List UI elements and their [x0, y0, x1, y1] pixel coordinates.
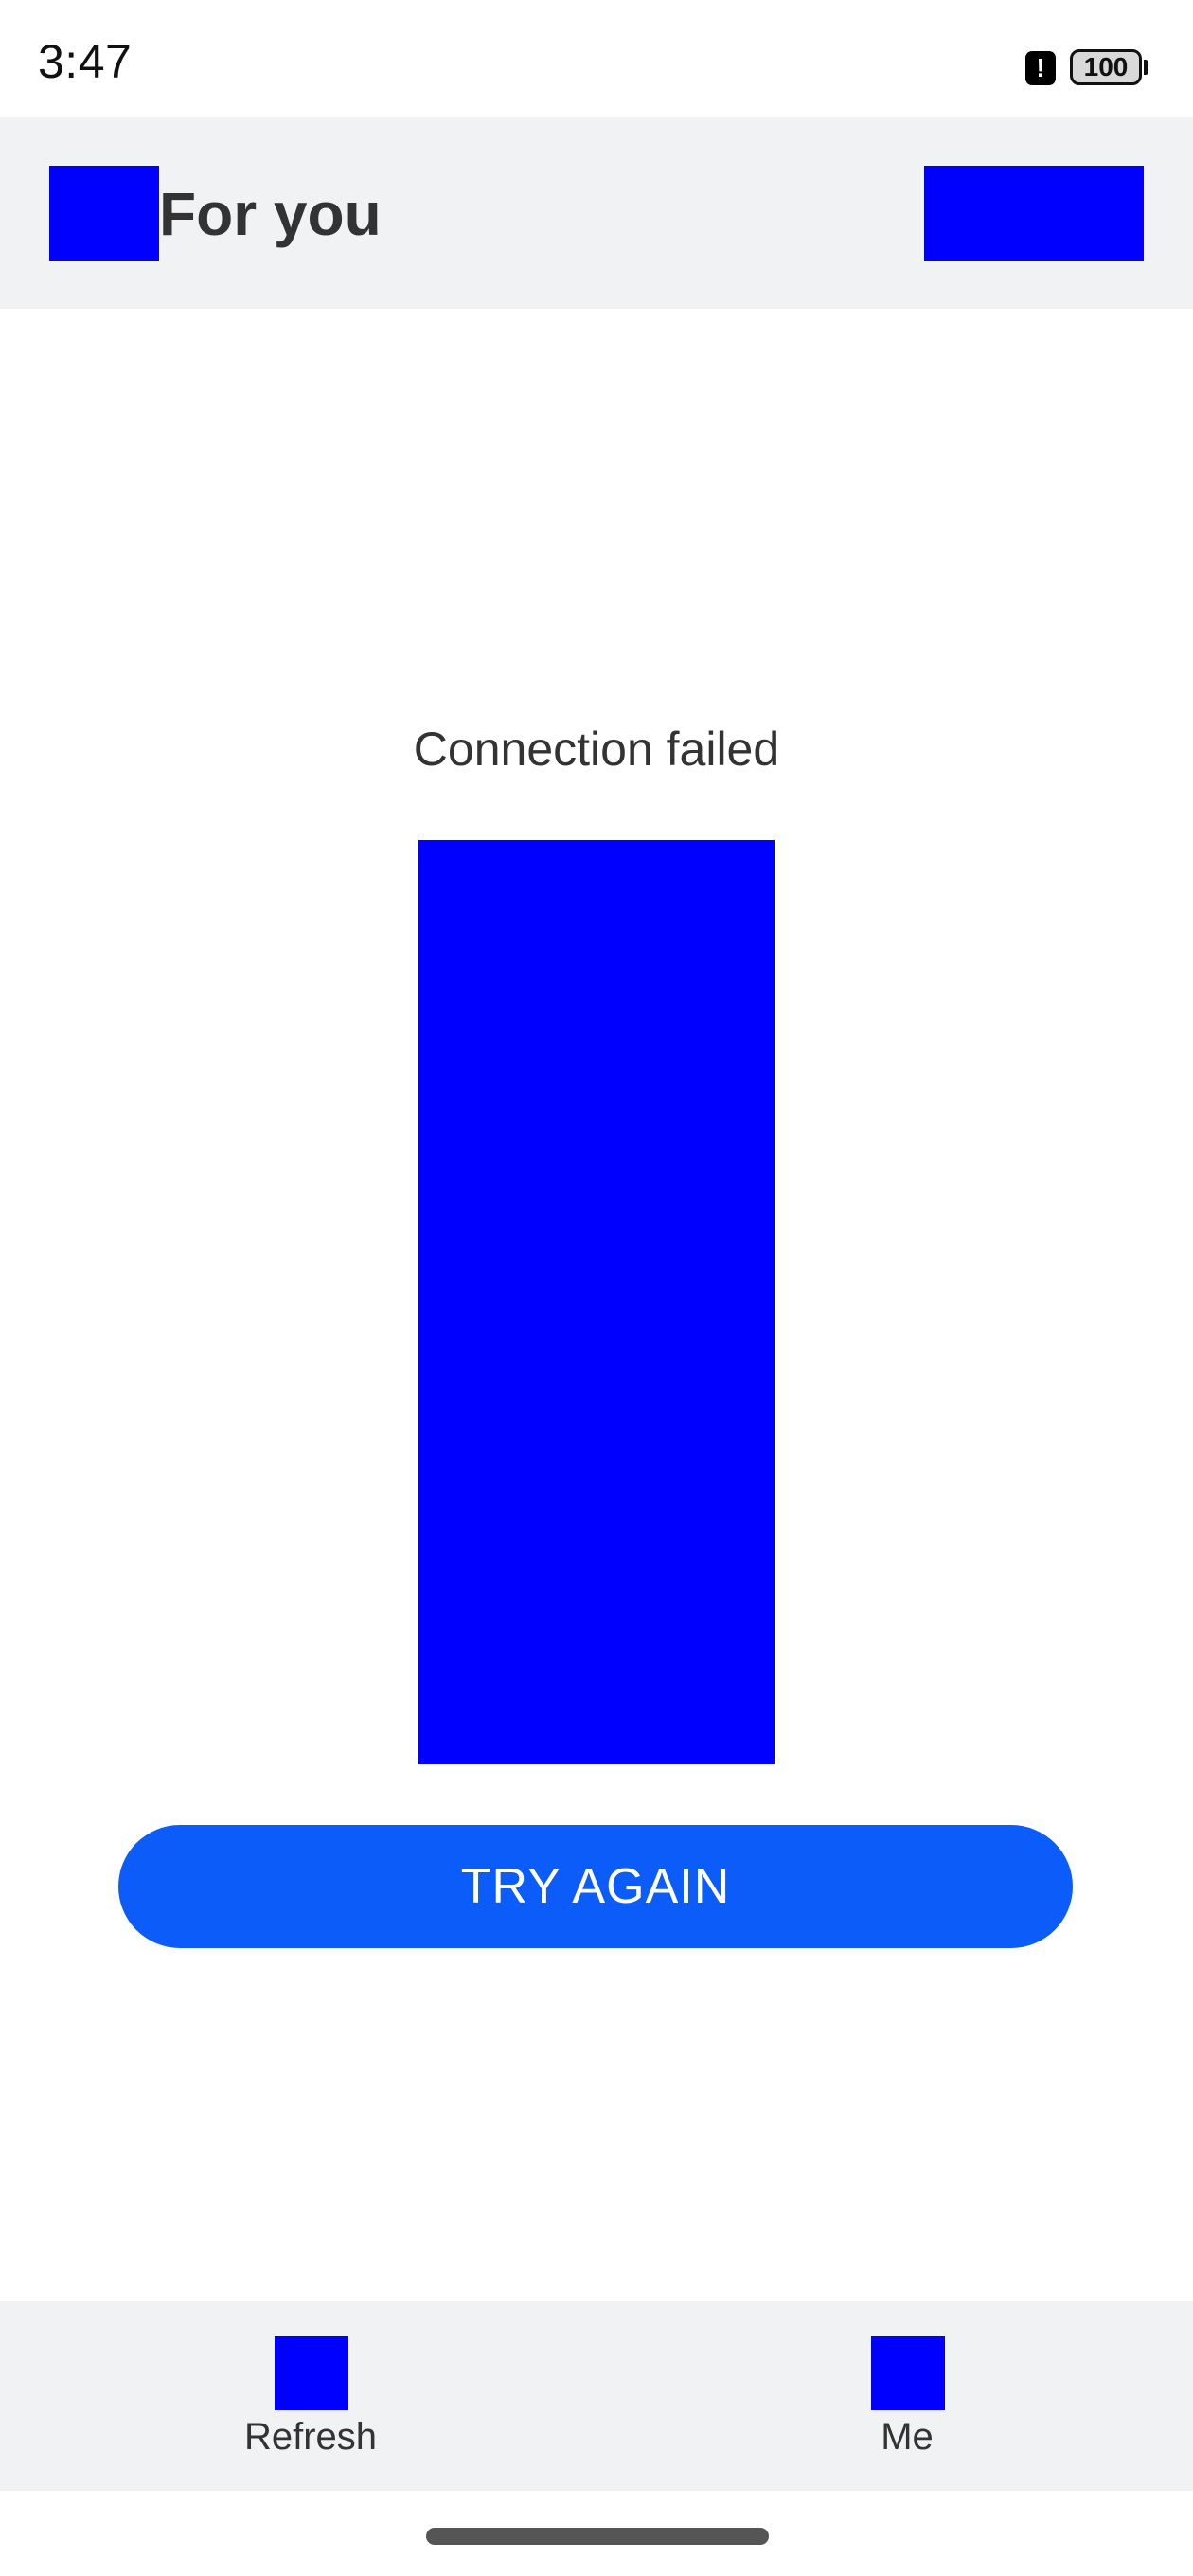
- bottom-nav: Refresh Me: [0, 2301, 1193, 2491]
- try-again-button[interactable]: TRY AGAIN: [118, 1825, 1073, 1948]
- menu-icon[interactable]: [49, 166, 159, 261]
- nav-label-me: Me: [881, 2416, 934, 2458]
- profile-icon: [871, 2336, 945, 2410]
- nav-item-me[interactable]: Me: [765, 2301, 1049, 2491]
- gesture-bar[interactable]: [426, 2528, 769, 2545]
- nav-label-refresh: Refresh: [243, 2416, 378, 2458]
- battery-icon: 100: [1070, 49, 1142, 85]
- page-title: For you: [159, 180, 382, 248]
- status-bar: 3:47 ! 100: [0, 0, 1193, 117]
- status-time: 3:47: [38, 35, 133, 88]
- alert-icon: !: [1025, 51, 1056, 85]
- refresh-icon: [275, 2336, 348, 2410]
- app-header: For you: [0, 117, 1193, 309]
- nav-item-refresh[interactable]: Refresh: [169, 2301, 453, 2491]
- error-illustration: [418, 840, 775, 1764]
- battery-tip: [1144, 60, 1148, 75]
- header-action-icon[interactable]: [924, 166, 1144, 261]
- error-message: Connection failed: [413, 723, 780, 776]
